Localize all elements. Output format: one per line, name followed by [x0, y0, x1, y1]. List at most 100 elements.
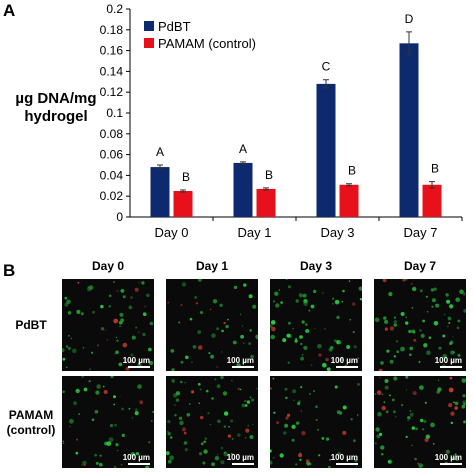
cell-dot: [335, 300, 339, 304]
cell-dot: [411, 306, 414, 309]
cell-dot: [220, 446, 224, 450]
micrograph-pdbt-day7: 100 µm: [374, 279, 466, 371]
cell-dot: [216, 454, 219, 456]
significance-letter: B: [431, 162, 439, 176]
micrograph-column-day1: Day 1: [195, 259, 229, 273]
cell-dot: [184, 448, 188, 452]
cell-dot: [442, 354, 447, 359]
cell-dot: [116, 290, 119, 292]
bar-pdbt: [316, 83, 336, 217]
cell-dot: [192, 345, 197, 349]
y-tick-label: 0.16: [100, 44, 124, 58]
cell-dot: [447, 325, 449, 328]
cell-dot: [114, 353, 116, 355]
cell-dot: [230, 419, 234, 423]
bar-chart: 0 0.02 0.04 0.06 0.08 0.1 0.12 0.14 0.16 0.18 0.2 D…: [100, 2, 463, 240]
cell-dot: [194, 296, 197, 299]
cell-dot: [81, 376, 84, 378]
cell-dot: [220, 376, 224, 380]
cell-dot: [391, 398, 395, 402]
cell-dot: [223, 425, 226, 428]
cell-dot: [233, 285, 238, 290]
cell-dot: [329, 458, 332, 461]
panel-a-label: A: [3, 1, 16, 20]
significance-letter: C: [322, 60, 331, 74]
y-tick-label: 0.1: [106, 106, 123, 120]
cell-dot: [142, 332, 146, 337]
cell-dot: [122, 342, 128, 348]
cell-dot: [400, 346, 405, 352]
panel-b-label: B: [3, 261, 16, 280]
cell-dot: [445, 449, 450, 454]
cell-dot: [381, 405, 386, 411]
cell-dot: [100, 304, 104, 309]
cell-dot: [309, 393, 311, 395]
cell-dot: [106, 339, 108, 341]
cell-dot: [298, 293, 303, 298]
cell-dot: [450, 421, 453, 425]
cell-dot: [405, 376, 409, 379]
cell-dot: [425, 295, 428, 298]
cell-dot: [198, 279, 202, 282]
cell-dot: [431, 305, 434, 308]
cell-dot: [180, 303, 183, 307]
cell-dot: [120, 318, 124, 323]
cell-dot: [299, 335, 303, 339]
cell-dot: [353, 439, 356, 443]
y-axis-label: µg DNA/mg hydrogel: [0, 90, 112, 126]
cell-dot: [216, 384, 221, 389]
cell-dot: [314, 327, 316, 330]
cell-dot: [377, 411, 382, 417]
cell-dot: [284, 387, 288, 391]
cell-dot: [270, 334, 275, 340]
cell-dot: [219, 303, 223, 307]
cell-dot: [199, 452, 203, 456]
micrograph-row-pamam-label: PAMAM (control): [0, 408, 62, 438]
cell-dot: [407, 416, 411, 420]
cell-dot: [248, 294, 253, 299]
cell-dot: [109, 424, 114, 428]
scale-bar: 100 µm: [123, 453, 150, 465]
cell-dot: [419, 385, 424, 390]
cell-dot: [430, 288, 435, 292]
cell-dot: [315, 418, 318, 421]
cell-dot: [352, 302, 356, 306]
cell-dot: [393, 355, 397, 358]
cell-dot: [108, 305, 112, 308]
cell-dot: [120, 463, 123, 466]
cell-dot: [90, 351, 94, 354]
cell-dot: [122, 295, 126, 299]
cell-dot: [270, 320, 276, 325]
cell-dot: [461, 404, 466, 409]
cell-dot: [414, 457, 417, 461]
cell-dot: [251, 398, 255, 402]
cell-dot: [212, 299, 218, 304]
cell-dot: [300, 386, 303, 389]
cell-dot: [96, 344, 100, 347]
cell-dot: [116, 339, 119, 342]
cell-dot: [103, 390, 108, 394]
cell-dot: [459, 289, 464, 295]
cell-dot: [406, 389, 408, 391]
cell-dot: [180, 360, 184, 364]
cell-dot: [181, 282, 187, 287]
cell-dot: [350, 418, 353, 421]
cell-dot: [62, 390, 65, 394]
cell-dot: [292, 327, 294, 330]
cell-dot: [425, 434, 430, 439]
cell-dot: [145, 465, 150, 468]
cell-dot: [115, 350, 119, 355]
cell-dot: [130, 360, 134, 363]
cell-dot: [146, 293, 150, 298]
cell-dot: [78, 413, 81, 416]
cell-dot: [75, 451, 79, 455]
cell-dot: [305, 329, 310, 333]
cell-dot: [445, 293, 449, 297]
cell-dot: [328, 465, 331, 468]
cell-dot: [223, 411, 229, 416]
cell-dot: [409, 346, 413, 351]
cell-dot: [310, 304, 315, 309]
cell-dot: [463, 402, 466, 406]
scale-bar: 100 µm: [123, 356, 150, 368]
cell-dot: [134, 287, 139, 292]
